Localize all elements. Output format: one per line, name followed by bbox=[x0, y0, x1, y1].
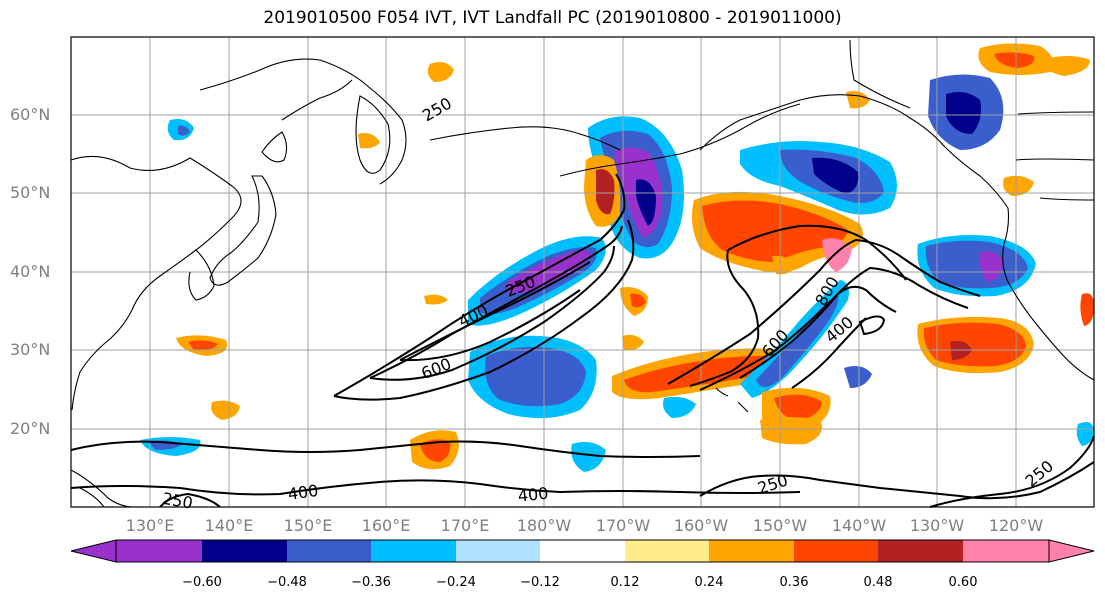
coastlines bbox=[70, 39, 1095, 508]
colorbar bbox=[70, 539, 1095, 563]
lat-label: 40°N bbox=[10, 262, 51, 281]
colorbar-tick-label: −0.24 bbox=[436, 575, 476, 590]
ivt-contours bbox=[70, 173, 1095, 508]
colorbar-tick-label: 0.36 bbox=[779, 575, 809, 590]
map-frame bbox=[70, 36, 1095, 508]
colorbar-tick-label: 0.60 bbox=[948, 575, 978, 590]
lat-label: 60°N bbox=[10, 105, 51, 124]
colorbar-tick-label: 0.24 bbox=[694, 575, 724, 590]
lon-label: 150°E bbox=[283, 516, 333, 535]
colorbar-tick-label: 0.48 bbox=[863, 575, 893, 590]
lon-label: 150°W bbox=[752, 516, 808, 535]
contour-label: 250 bbox=[755, 470, 790, 498]
colorbar-tick-label: −0.60 bbox=[182, 575, 222, 590]
lon-label: 140°W bbox=[831, 516, 887, 535]
colorbar-tick-label: 0.12 bbox=[610, 575, 640, 590]
lon-label: 130°E bbox=[125, 516, 175, 535]
lon-label: 140°E bbox=[204, 516, 254, 535]
lat-label: 30°N bbox=[10, 340, 51, 359]
contour-label: 400 bbox=[517, 484, 549, 506]
contour-label: 250 bbox=[161, 489, 194, 513]
lon-label: 170°W bbox=[595, 516, 651, 535]
lon-label: 160°W bbox=[673, 516, 729, 535]
colorbar-tick-label: −0.48 bbox=[267, 575, 307, 590]
colorbar-tick-label: −0.12 bbox=[520, 575, 560, 590]
lon-label: 160°E bbox=[361, 516, 411, 535]
map-title: 2019010500 F054 IVT, IVT Landfall PC (20… bbox=[263, 8, 842, 28]
contour-label: 250 bbox=[419, 94, 455, 126]
contour-label: 600 bbox=[419, 354, 454, 383]
colorbar-tick-label: −0.36 bbox=[351, 575, 391, 590]
contour-labels: 250 250 400 600 400 400 400 250 250 250 … bbox=[161, 94, 1057, 513]
shaded-field bbox=[140, 43, 1094, 472]
lon-label: 120°W bbox=[988, 516, 1044, 535]
lat-label: 50°N bbox=[10, 183, 51, 202]
lat-label: 20°N bbox=[10, 419, 51, 438]
lon-label: 130°W bbox=[909, 516, 965, 535]
lon-label: 180°W bbox=[516, 516, 572, 535]
contour-label: 400 bbox=[287, 481, 320, 504]
lon-label: 170°E bbox=[440, 516, 490, 535]
